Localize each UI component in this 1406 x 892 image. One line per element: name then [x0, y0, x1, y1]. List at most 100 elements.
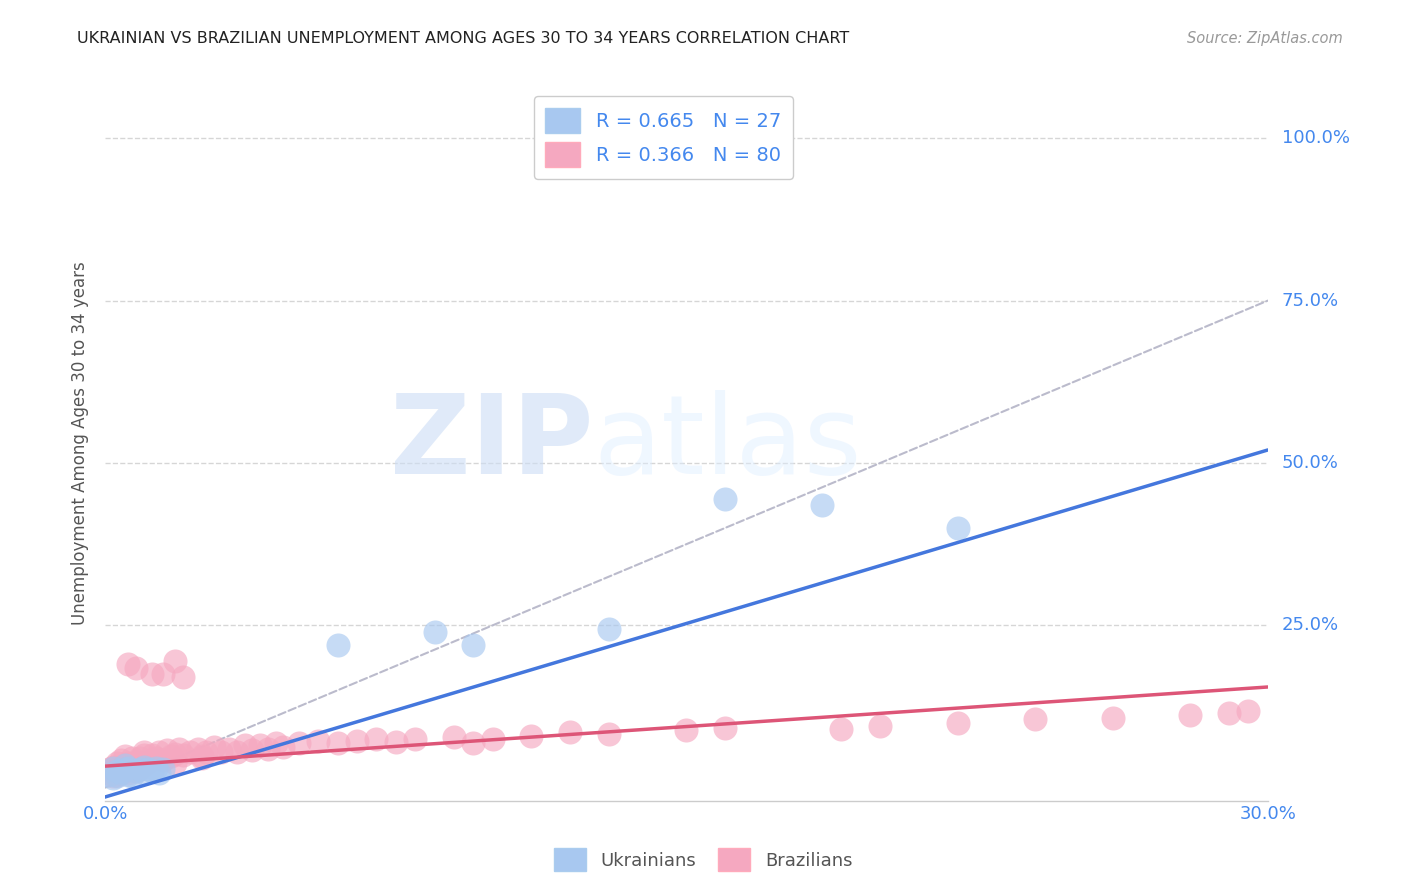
- Point: [121, 751, 143, 765]
- Point: [560, 725, 582, 739]
- Point: [714, 491, 737, 506]
- Point: [152, 763, 174, 777]
- Point: [105, 769, 128, 783]
- Point: [385, 735, 408, 749]
- Point: [98, 763, 121, 777]
- Point: [136, 755, 159, 769]
- Point: [132, 760, 155, 774]
- Point: [114, 758, 136, 772]
- Point: [404, 731, 426, 746]
- Point: [105, 764, 128, 779]
- Point: [675, 723, 697, 738]
- Point: [830, 722, 852, 736]
- Point: [167, 741, 190, 756]
- Point: [125, 755, 148, 769]
- Y-axis label: Unemployment Among Ages 30 to 34 years: Unemployment Among Ages 30 to 34 years: [72, 261, 89, 625]
- Point: [125, 764, 148, 779]
- Point: [714, 721, 737, 735]
- Point: [145, 761, 167, 775]
- Point: [101, 769, 124, 783]
- Point: [141, 764, 163, 779]
- Point: [423, 624, 446, 639]
- Text: 75.0%: 75.0%: [1282, 292, 1339, 310]
- Point: [194, 745, 217, 759]
- Text: UKRAINIAN VS BRAZILIAN UNEMPLOYMENT AMONG AGES 30 TO 34 YEARS CORRELATION CHART: UKRAINIAN VS BRAZILIAN UNEMPLOYMENT AMON…: [77, 31, 849, 46]
- Point: [326, 736, 349, 750]
- Point: [172, 670, 194, 684]
- Point: [191, 751, 214, 765]
- Point: [191, 749, 214, 764]
- Point: [117, 756, 139, 770]
- Point: [273, 740, 295, 755]
- Point: [1180, 707, 1202, 722]
- Point: [366, 731, 388, 746]
- Point: [598, 622, 620, 636]
- Point: [152, 753, 174, 767]
- Point: [242, 743, 264, 757]
- Text: 50.0%: 50.0%: [1282, 454, 1339, 472]
- Point: [811, 498, 834, 512]
- Point: [110, 753, 132, 767]
- Point: [946, 715, 969, 730]
- Point: [114, 763, 136, 777]
- Point: [264, 736, 287, 750]
- Point: [481, 731, 503, 746]
- Point: [156, 743, 179, 757]
- Text: 100.0%: 100.0%: [1282, 129, 1350, 147]
- Point: [172, 748, 194, 763]
- Point: [179, 745, 201, 759]
- Point: [105, 763, 128, 777]
- Point: [1218, 706, 1240, 720]
- Point: [129, 761, 152, 775]
- Point: [110, 766, 132, 780]
- Point: [598, 727, 620, 741]
- Point: [152, 667, 174, 681]
- Point: [163, 654, 186, 668]
- Point: [160, 749, 183, 764]
- Point: [121, 769, 143, 783]
- Point: [101, 771, 124, 785]
- Point: [117, 761, 139, 775]
- Point: [326, 638, 349, 652]
- Point: [117, 767, 139, 781]
- Point: [148, 745, 170, 759]
- Point: [132, 766, 155, 780]
- Point: [132, 745, 155, 759]
- Point: [114, 749, 136, 764]
- Point: [105, 756, 128, 770]
- Point: [141, 748, 163, 763]
- Point: [117, 766, 139, 780]
- Legend: R = 0.665   N = 27, R = 0.366   N = 80: R = 0.665 N = 27, R = 0.366 N = 80: [534, 96, 793, 179]
- Point: [125, 764, 148, 779]
- Point: [946, 521, 969, 535]
- Point: [163, 747, 186, 761]
- Point: [114, 764, 136, 779]
- Point: [117, 657, 139, 672]
- Point: [346, 734, 368, 748]
- Point: [129, 763, 152, 777]
- Text: ZIP: ZIP: [389, 390, 593, 497]
- Point: [101, 761, 124, 775]
- Point: [1024, 713, 1046, 727]
- Text: atlas: atlas: [593, 390, 862, 497]
- Point: [1101, 710, 1123, 724]
- Point: [257, 741, 280, 756]
- Point: [110, 766, 132, 780]
- Point: [121, 761, 143, 775]
- Point: [110, 761, 132, 775]
- Text: Source: ZipAtlas.com: Source: ZipAtlas.com: [1187, 31, 1343, 46]
- Point: [463, 736, 485, 750]
- Point: [202, 740, 225, 755]
- Point: [101, 760, 124, 774]
- Point: [148, 766, 170, 780]
- Point: [129, 751, 152, 765]
- Legend: Ukrainians, Brazilians: Ukrainians, Brazilians: [547, 841, 859, 879]
- Point: [211, 745, 233, 759]
- Point: [218, 741, 240, 756]
- Point: [233, 739, 256, 753]
- Point: [141, 667, 163, 681]
- Point: [114, 758, 136, 772]
- Point: [163, 756, 186, 770]
- Point: [101, 764, 124, 779]
- Point: [136, 763, 159, 777]
